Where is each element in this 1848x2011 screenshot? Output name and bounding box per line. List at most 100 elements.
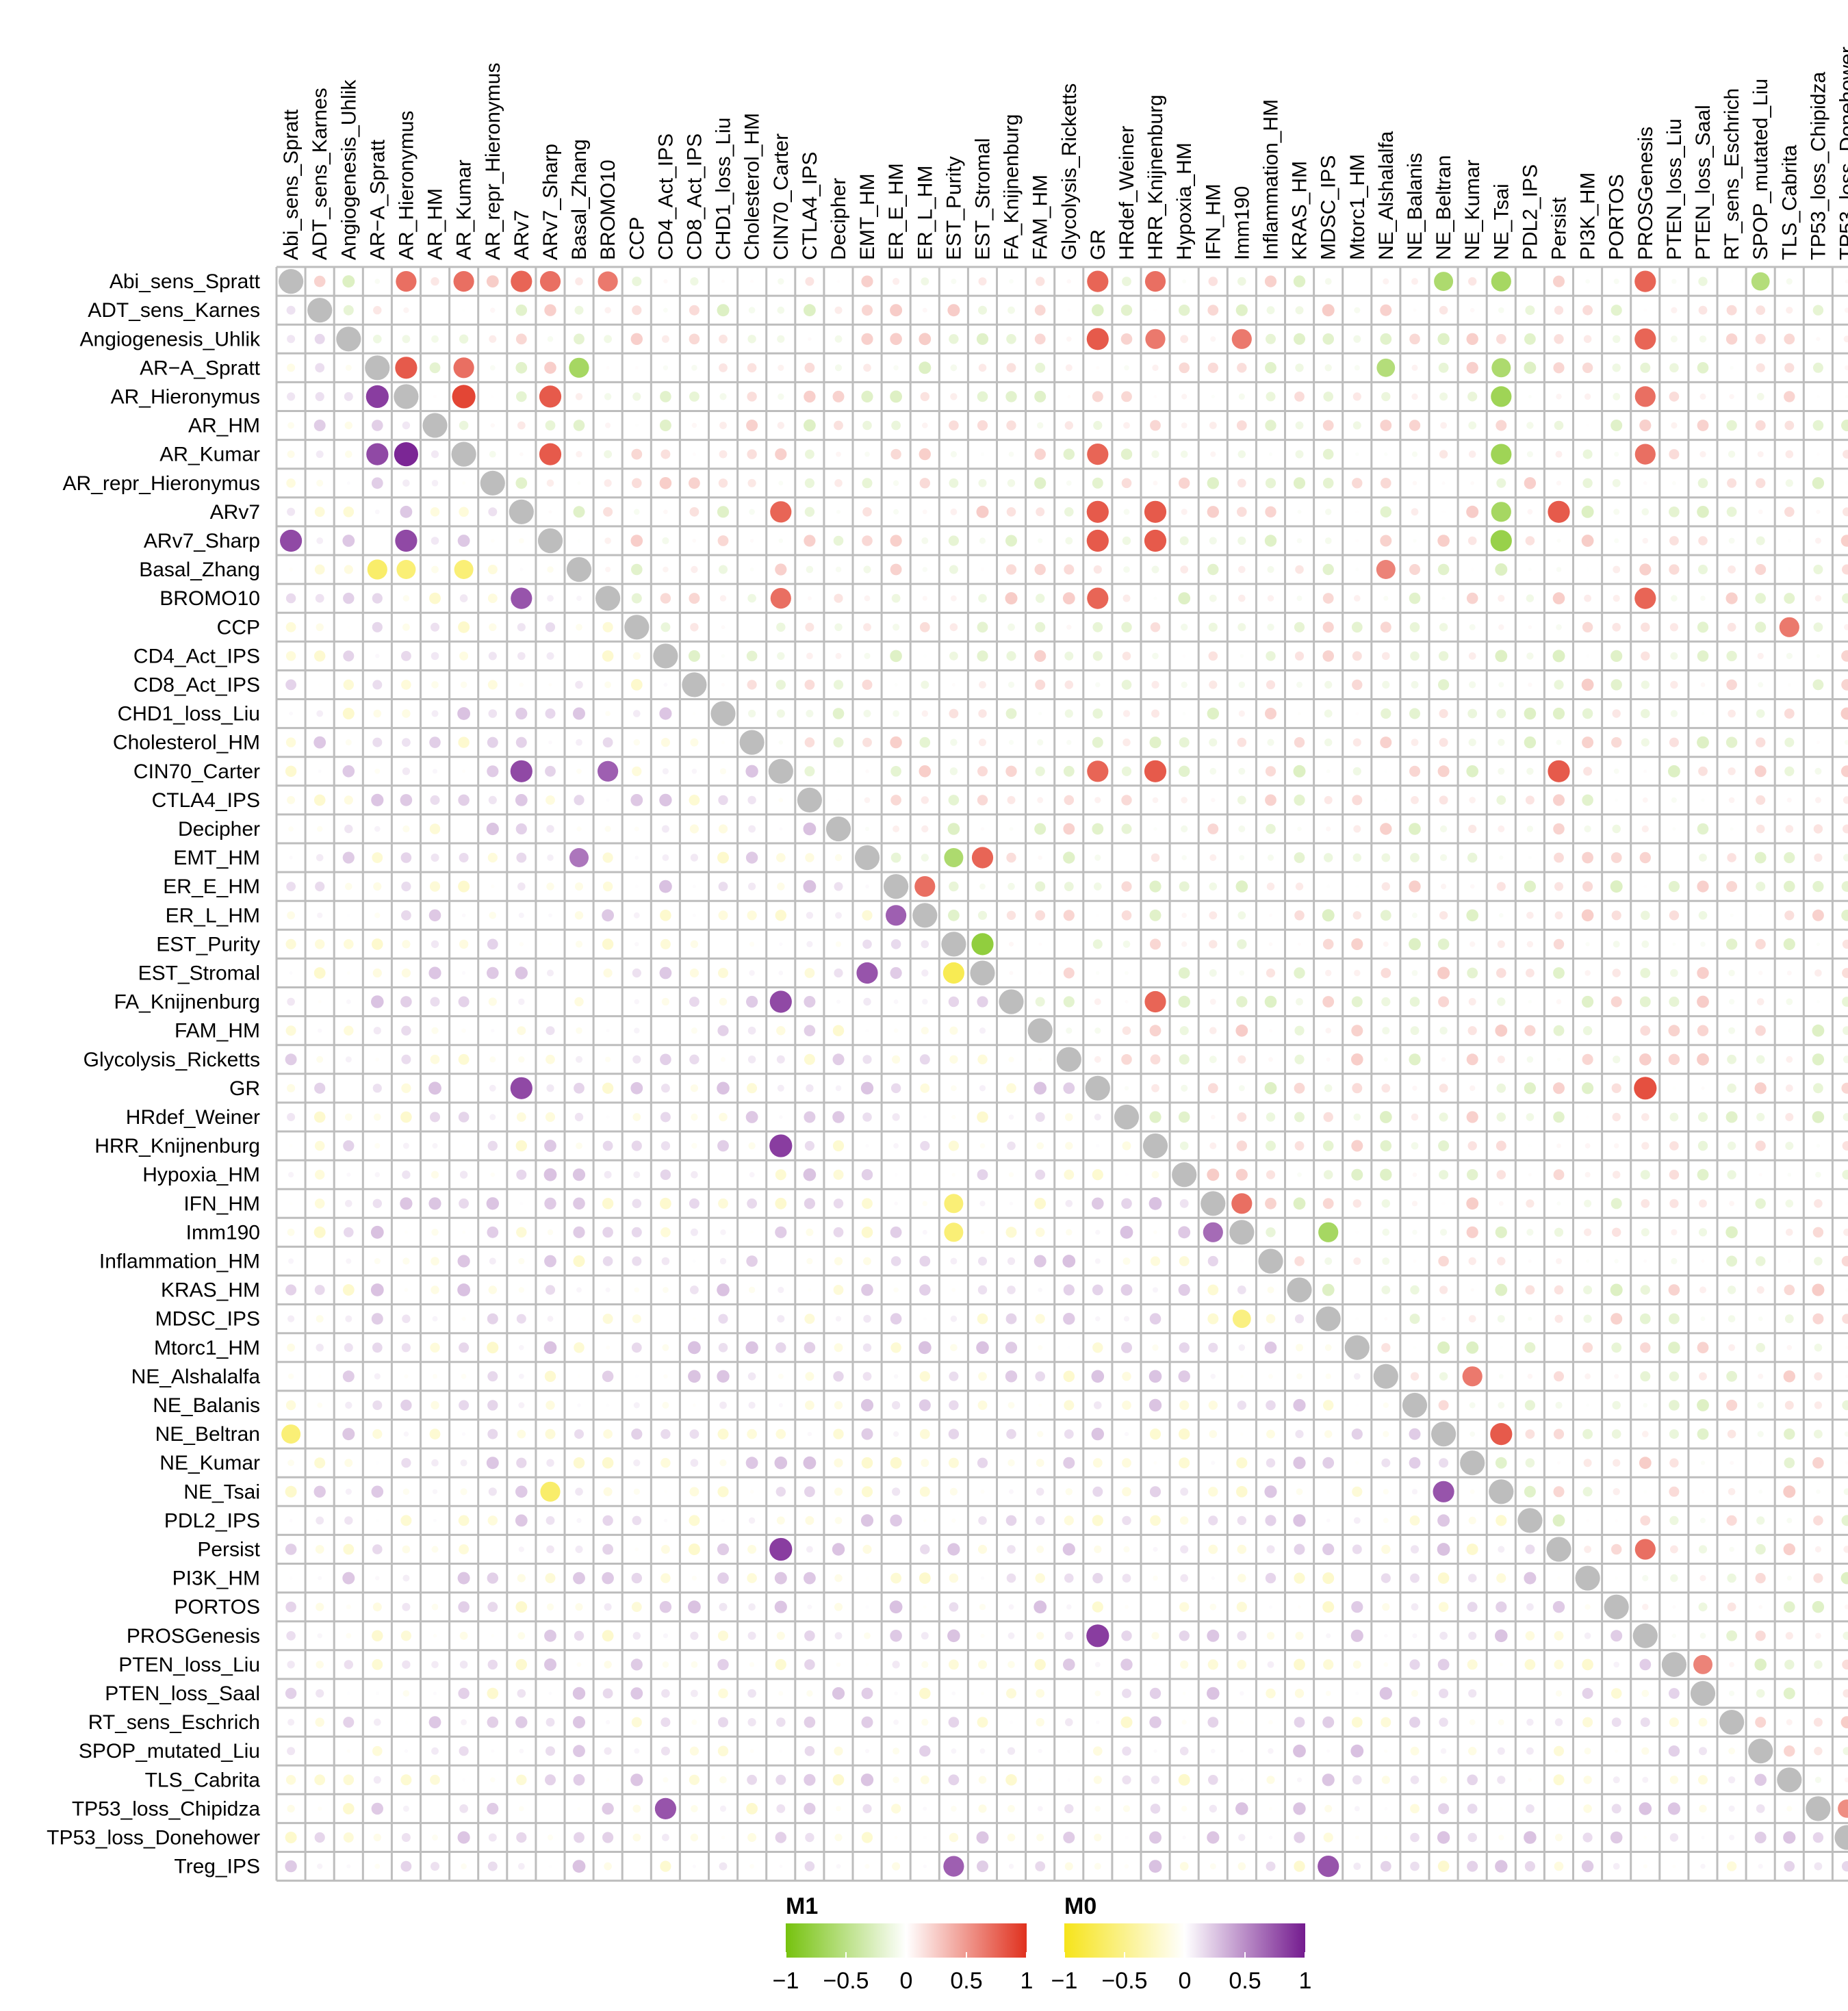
- m0-correlation-circle: [690, 1631, 699, 1640]
- diagonal-circle: [1690, 1680, 1716, 1706]
- m1-correlation-circle: [1354, 365, 1360, 371]
- m1-correlation-circle: [1066, 1027, 1073, 1034]
- m1-correlation-circle: [661, 335, 669, 343]
- m0-correlation-circle: [749, 1662, 755, 1667]
- m0-correlation-circle: [371, 1313, 383, 1325]
- m1-correlation-circle: [1786, 797, 1792, 803]
- m0-correlation-circle: [1008, 1863, 1014, 1869]
- m1-correlation-circle: [1842, 1314, 1848, 1324]
- m0-correlation-circle: [807, 1431, 812, 1437]
- m1-correlation-circle: [1812, 1227, 1824, 1238]
- m1-correlation-circle: [1699, 1199, 1707, 1208]
- m1-correlation-circle: [1758, 1230, 1762, 1234]
- m0-correlation-circle: [487, 852, 498, 863]
- m1-correlation-circle: [1526, 940, 1534, 948]
- column-labels: Abi_sens_Spratt ADT_sens_Karnes Angiogenes…: [280, 47, 1848, 260]
- m1-correlation-circle: [1411, 1201, 1418, 1207]
- m0-correlation-circle: [663, 1633, 669, 1639]
- m0-correlation-circle: [1035, 1227, 1045, 1238]
- m0-correlation-circle: [806, 1257, 813, 1265]
- m1-correlation-circle: [342, 275, 355, 288]
- m1-correlation-circle: [1035, 881, 1046, 892]
- m0-correlation-circle: [458, 1515, 470, 1526]
- m1-correlation-circle: [1437, 966, 1450, 979]
- m0-correlation-circle: [1557, 1806, 1561, 1810]
- m0-correlation-circle: [1582, 1688, 1593, 1699]
- m1-correlation-circle: [978, 363, 987, 372]
- m0-correlation-circle: [401, 1054, 411, 1064]
- m0-correlation-circle: [287, 363, 296, 372]
- diagonal-circle: [941, 932, 966, 957]
- m0-correlation-circle: [517, 1026, 526, 1036]
- m0-correlation-circle: [345, 1056, 352, 1063]
- m1-correlation-circle: [373, 335, 382, 344]
- row-label: Abi_sens_Spratt: [110, 270, 261, 293]
- m0-correlation-circle: [1122, 1746, 1131, 1756]
- m1-correlation-circle: [1814, 1776, 1822, 1783]
- m1-correlation-circle: [1670, 710, 1678, 717]
- m1-correlation-circle: [1238, 710, 1245, 717]
- m1-correlation-circle: [1209, 680, 1218, 689]
- m0-correlation-circle: [745, 851, 758, 864]
- m0-correlation-circle: [689, 1774, 700, 1785]
- m0-correlation-circle: [660, 1573, 671, 1583]
- m1-correlation-circle: [1524, 736, 1537, 749]
- m1-correlation-circle: [1842, 939, 1848, 949]
- m0-correlation-circle: [720, 1229, 726, 1235]
- m1-correlation-circle: [1150, 938, 1161, 950]
- m1-correlation-circle: [1845, 1201, 1848, 1205]
- m0-correlation-circle: [1038, 1778, 1042, 1782]
- m1-correlation-circle: [1754, 765, 1767, 778]
- m0-correlation-circle: [719, 1112, 728, 1122]
- m1-correlation-circle: [981, 452, 984, 457]
- m0-correlation-circle: [401, 1083, 411, 1093]
- legend-tick-label: 0.5: [950, 1968, 982, 1994]
- m0-correlation-circle: [1439, 1631, 1448, 1640]
- m0-correlation-circle: [1296, 1373, 1302, 1380]
- m1-correlation-circle: [1556, 1258, 1562, 1264]
- m0-correlation-circle: [691, 1142, 697, 1149]
- m0-correlation-circle: [285, 622, 296, 632]
- m1-correlation-circle: [689, 333, 700, 345]
- m1-correlation-circle: [1470, 884, 1475, 889]
- m1-correlation-circle: [1612, 1112, 1621, 1122]
- m0-correlation-circle: [1293, 1514, 1306, 1527]
- m1-correlation-circle: [1582, 1053, 1593, 1065]
- m0-correlation-circle: [1093, 1746, 1103, 1756]
- m1-correlation-circle: [1410, 1285, 1420, 1295]
- m1-correlation-circle: [1152, 797, 1159, 804]
- m0-correlation-circle: [1528, 1691, 1532, 1695]
- m0-correlation-circle: [803, 1168, 817, 1181]
- m0-correlation-circle: [404, 1720, 408, 1724]
- m1-correlation-circle: [539, 443, 562, 465]
- m0-correlation-circle: [1526, 1804, 1535, 1813]
- m1-correlation-circle: [689, 507, 700, 517]
- m1-correlation-circle: [1556, 1143, 1561, 1149]
- m0-correlation-circle: [428, 966, 441, 979]
- m0-correlation-circle: [688, 1370, 701, 1383]
- m1-correlation-circle: [1381, 392, 1391, 402]
- legend-tick-label: −0.5: [823, 1968, 869, 1994]
- row-label: ARv7: [210, 501, 260, 524]
- m0-correlation-circle: [1006, 1688, 1016, 1699]
- m1-correlation-circle: [1468, 1257, 1476, 1266]
- m1-correlation-circle: [1352, 1199, 1362, 1208]
- m1-correlation-circle: [1470, 941, 1476, 947]
- column-label: NE_Beltran: [1433, 155, 1455, 260]
- m0-correlation-circle: [1064, 1429, 1074, 1439]
- m0-correlation-circle: [428, 1081, 441, 1095]
- m1-correlation-circle: [1698, 565, 1708, 574]
- m0-correlation-circle: [289, 1518, 293, 1522]
- m0-correlation-circle: [862, 1055, 872, 1064]
- row-label: RT_sens_Eschrich: [88, 1711, 260, 1734]
- m0-correlation-circle: [343, 650, 355, 662]
- m0-correlation-circle: [1293, 1802, 1306, 1815]
- m0-correlation-circle: [863, 1257, 871, 1266]
- m0-correlation-circle: [345, 1200, 352, 1207]
- m0-correlation-circle: [1381, 1776, 1390, 1784]
- m0-correlation-circle: [1352, 1660, 1361, 1669]
- m1-correlation-circle: [1380, 506, 1392, 517]
- m0-correlation-circle: [517, 1429, 526, 1439]
- m1-correlation-circle: [1524, 477, 1537, 489]
- m1-correlation-circle: [1440, 854, 1448, 862]
